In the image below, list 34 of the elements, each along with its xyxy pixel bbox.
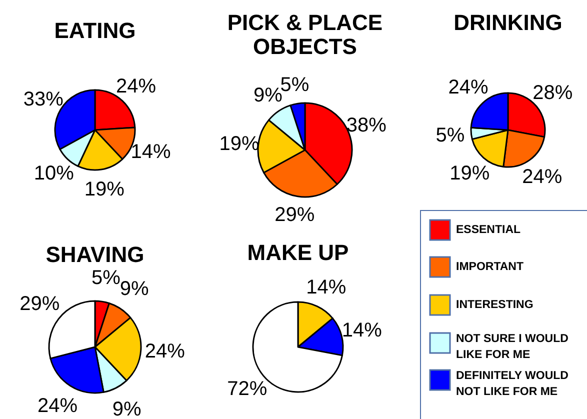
data-label: 5% [280,74,310,96]
data-label: 5% [91,266,121,289]
data-label: 14% [342,320,382,342]
chart-title: SHAVING [46,242,144,267]
data-label: 38% [346,114,387,137]
chart-title: EATING [54,18,136,43]
chart-title: DRINKING [454,10,562,35]
data-label: 29% [20,293,60,316]
legend-label: IMPORTANT [456,261,524,273]
data-label: 24% [448,76,489,99]
data-label: 24% [144,340,186,362]
chart-title: MAKE UP [247,240,349,265]
chart-title: PICK & PLACE OBJECTS [227,10,383,60]
data-label: 29% [274,204,315,226]
data-label: 19% [219,132,260,155]
data-label: 24% [522,166,562,188]
data-label: 14% [306,276,346,298]
legend-label: INTERESTING [456,299,534,311]
data-label: 5% [436,124,465,146]
legend-label: DEFINITELY WOULD NOT LIKE FOR ME [456,370,568,398]
data-label: 28% [532,82,573,104]
legend-label: NOT SURE I WOULD LIKE FOR ME [456,333,568,362]
data-label: 24% [116,75,156,98]
data-label: 19% [84,178,125,200]
legend-label: ESSENTIAL [456,224,521,236]
data-label: 9% [112,398,142,419]
data-label: 19% [450,162,490,185]
data-label: 9% [253,84,283,106]
data-label: 24% [37,395,78,418]
data-label: 72% [227,378,268,400]
data-label: 33% [23,88,64,110]
data-label: 14% [130,141,172,164]
data-label: 10% [34,162,74,185]
data-label: 9% [120,278,150,300]
